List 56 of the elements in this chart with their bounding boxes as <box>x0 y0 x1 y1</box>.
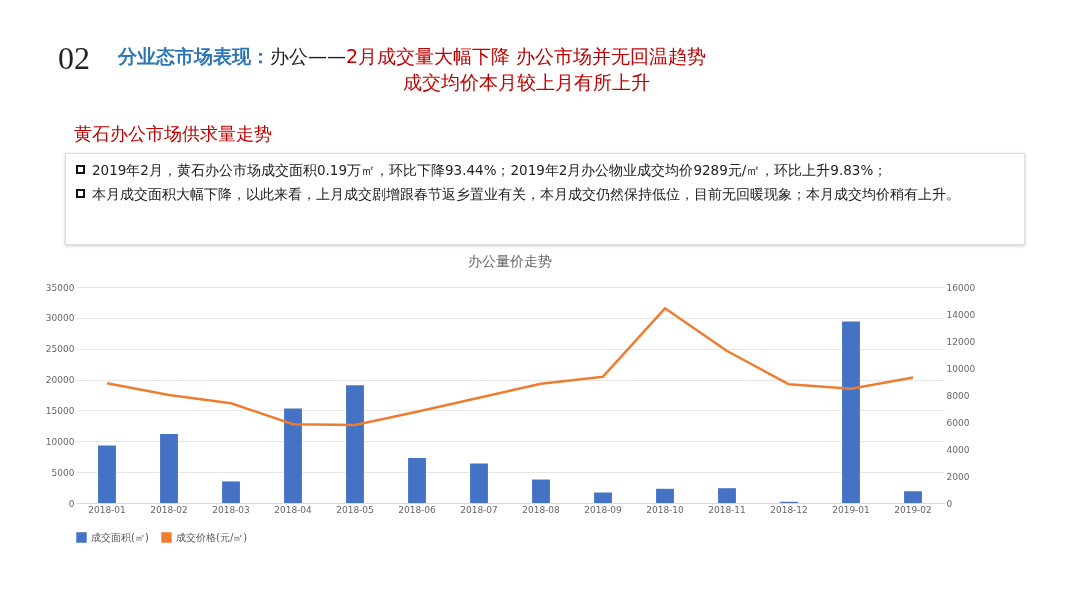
y2-tick-label: 8000 <box>946 390 970 401</box>
x-tick-label: 2018-07 <box>460 504 498 515</box>
bar <box>470 463 488 503</box>
bar <box>532 479 550 503</box>
bar <box>160 433 178 503</box>
text: 办公—— <box>270 44 346 69</box>
chart-subtitle: 黄石办公市场供求量走势 <box>74 122 272 146</box>
bar <box>222 481 240 503</box>
chart-title: 办公量价走势 <box>468 253 552 269</box>
y-tick-label: 20000 <box>45 375 75 386</box>
text: 本月成交面积大幅下降，以此来看，上月成交剧增跟春节返乡置业有关，本月成交仍然保持低位，目前无回暖现象；本月成交均价稍有上升。 <box>91 185 961 204</box>
y2-tick-label: 10000 <box>946 363 976 374</box>
y-tick-label: 25000 <box>45 344 75 355</box>
bar <box>904 491 922 503</box>
bar <box>408 457 426 503</box>
legend-label: 成交面积(㎡) <box>91 531 149 543</box>
x-tick-label: 2019-02 <box>894 504 932 515</box>
x-tick-label: 2018-03 <box>212 504 250 515</box>
y-tick-label: 10000 <box>45 436 75 447</box>
x-tick-label: 2019-01 <box>832 504 870 515</box>
y2-tick-label: 12000 <box>946 336 976 347</box>
bar <box>656 488 674 503</box>
text: 分业态市场表现： <box>118 44 270 69</box>
bar <box>346 385 364 503</box>
x-tick-label: 2018-09 <box>584 504 623 515</box>
text: 02 <box>58 40 90 77</box>
bar <box>842 321 860 503</box>
y-tick-label: 5000 <box>51 467 75 478</box>
y2-tick-label: 16000 <box>946 282 976 293</box>
text: 2019年2月，黄石办公市场成交面积0.19万㎡，环比下降93.44%；2019年2月办公物业成交均价9289元/㎡，环比上升9.83%； <box>91 161 889 180</box>
bar <box>718 488 736 503</box>
bar <box>98 445 116 503</box>
y2-tick-label: 4000 <box>946 444 970 455</box>
y2-tick-label: 14000 <box>946 309 976 320</box>
x-tick-label: 2018-12 <box>770 504 808 515</box>
x-tick-label: 2018-05 <box>336 504 374 515</box>
text: 成交均价本月较上月有所上升 <box>401 70 651 95</box>
y2-tick-label: 2000 <box>946 471 970 482</box>
y2-tick-label: 0 <box>946 498 953 509</box>
x-tick-label: 2018-10 <box>646 504 685 515</box>
x-tick-label: 2018-06 <box>398 504 437 515</box>
line-series <box>105 307 915 427</box>
x-tick-label: 2018-02 <box>150 504 188 515</box>
y-tick-label: 0 <box>68 498 75 509</box>
y-tick-label: 15000 <box>45 405 75 416</box>
legend-label: 成交价格(元/㎡) <box>176 531 248 543</box>
y-tick-label: 30000 <box>45 313 75 324</box>
y-tick-label: 35000 <box>45 282 75 293</box>
bar <box>594 492 612 503</box>
y2-tick-label: 6000 <box>946 417 970 428</box>
x-tick-label: 2018-01 <box>88 504 126 515</box>
bar <box>284 408 302 503</box>
x-tick-label: 2018-08 <box>522 504 561 515</box>
x-tick-label: 2018-11 <box>708 504 746 515</box>
text: 2月成交量大幅下降 办公市场并无回温趋势 <box>346 44 707 69</box>
x-tick-label: 2018-04 <box>274 504 313 515</box>
